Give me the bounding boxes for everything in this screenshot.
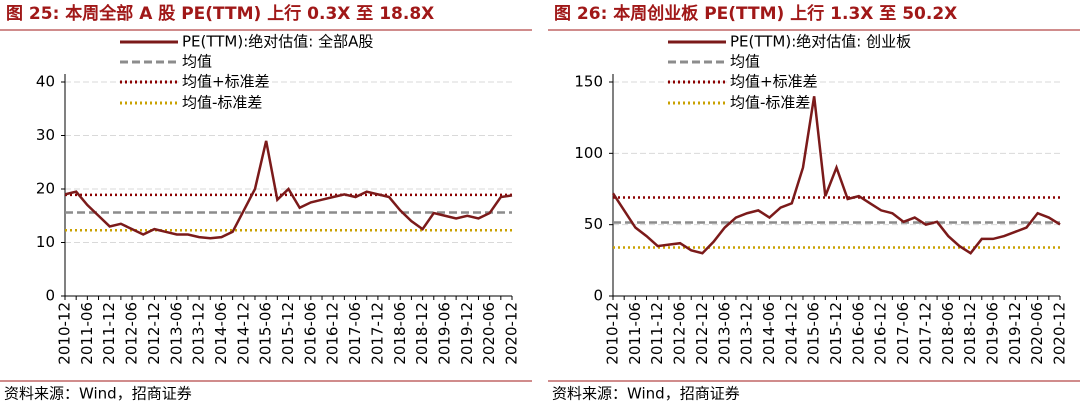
x-tick-label: 2014-06 bbox=[212, 302, 230, 365]
x-tick-label: 2017-12 bbox=[916, 302, 934, 365]
x-tick-label: 2013-06 bbox=[167, 302, 185, 365]
x-tick-label: 2018-06 bbox=[391, 302, 409, 365]
x-tick-label: 2012-12 bbox=[145, 302, 163, 365]
chart-title: 图 26: 本周创业板 PE(TTM) 上行 1.3X 至 50.2X bbox=[554, 3, 957, 24]
legend-label: 均值 bbox=[730, 53, 760, 71]
y-tick-label: 10 bbox=[36, 233, 55, 251]
x-tick-label: 2018-12 bbox=[961, 302, 979, 365]
x-tick-label: 2016-06 bbox=[849, 302, 867, 365]
x-tick-label: 2016-06 bbox=[301, 302, 319, 365]
x-tick-label: 2013-12 bbox=[190, 302, 208, 365]
x-tick-label: 2019-06 bbox=[983, 302, 1001, 365]
legend-label: 均值 bbox=[182, 53, 212, 71]
y-tick-label: 0 bbox=[45, 287, 55, 305]
x-tick-label: 2019-12 bbox=[458, 302, 476, 365]
x-tick-label: 2015-12 bbox=[279, 302, 297, 365]
x-tick-label: 2011-12 bbox=[648, 302, 666, 365]
x-tick-label: 2014-06 bbox=[760, 302, 778, 365]
y-tick-label: 50 bbox=[584, 215, 603, 233]
x-tick-label: 2020-12 bbox=[1051, 302, 1069, 365]
x-tick-label: 2017-12 bbox=[368, 302, 386, 365]
x-tick-label: 2013-12 bbox=[738, 302, 756, 365]
y-tick-label: 0 bbox=[593, 287, 603, 305]
legend-label: 均值-标准差 bbox=[730, 94, 810, 112]
x-tick-label: 2013-06 bbox=[715, 302, 733, 365]
x-tick-label: 2020-06 bbox=[1028, 302, 1046, 365]
y-tick-label: 40 bbox=[36, 73, 55, 91]
x-tick-label: 2011-12 bbox=[100, 302, 118, 365]
legend-label: 均值+标准差 bbox=[730, 73, 818, 91]
x-tick-label: 2019-12 bbox=[1006, 302, 1024, 365]
legend-label: 均值+标准差 bbox=[182, 73, 270, 91]
x-tick-label: 2019-06 bbox=[435, 302, 453, 365]
source: 资料来源：Wind，招商证券 bbox=[4, 385, 192, 403]
x-tick-label: 2015-06 bbox=[257, 302, 275, 365]
y-tick-label: 20 bbox=[36, 180, 55, 198]
x-tick-label: 2010-12 bbox=[604, 302, 622, 365]
x-tick-label: 2012-06 bbox=[123, 302, 141, 365]
x-tick-label: 2015-12 bbox=[827, 302, 845, 365]
x-tick-label: 2011-06 bbox=[78, 302, 96, 365]
x-tick-label: 2017-06 bbox=[346, 302, 364, 365]
legend-label: PE(TTM):绝对估值: 创业板 bbox=[730, 33, 911, 51]
x-tick-label: 2012-06 bbox=[671, 302, 689, 365]
chart-title: 图 25: 本周全部 A 股 PE(TTM) 上行 0.3X 至 18.8X bbox=[6, 3, 434, 24]
x-tick-label: 2012-12 bbox=[693, 302, 711, 365]
x-tick-label: 2018-06 bbox=[939, 302, 957, 365]
x-tick-label: 2016-12 bbox=[872, 302, 890, 365]
x-tick-label: 2011-06 bbox=[626, 302, 644, 365]
y-tick-label: 150 bbox=[574, 73, 603, 91]
x-tick-label: 2014-12 bbox=[782, 302, 800, 365]
x-tick-label: 2018-12 bbox=[413, 302, 431, 365]
x-tick-label: 2010-12 bbox=[56, 302, 74, 365]
line-series bbox=[611, 96, 1061, 255]
line-series bbox=[64, 140, 513, 240]
x-tick-label: 2020-06 bbox=[480, 302, 498, 365]
x-tick-label: 2017-06 bbox=[894, 302, 912, 365]
x-tick-label: 2020-12 bbox=[503, 302, 521, 365]
source: 资料来源：Wind，招商证券 bbox=[552, 385, 740, 403]
legend-label: PE(TTM):绝对估值: 全部A股 bbox=[182, 33, 373, 51]
y-tick-label: 100 bbox=[574, 144, 603, 162]
x-tick-label: 2014-12 bbox=[234, 302, 252, 365]
x-tick-label: 2015-06 bbox=[805, 302, 823, 365]
y-tick-label: 30 bbox=[36, 126, 55, 144]
legend-label: 均值-标准差 bbox=[182, 94, 262, 112]
x-tick-label: 2016-12 bbox=[324, 302, 342, 365]
